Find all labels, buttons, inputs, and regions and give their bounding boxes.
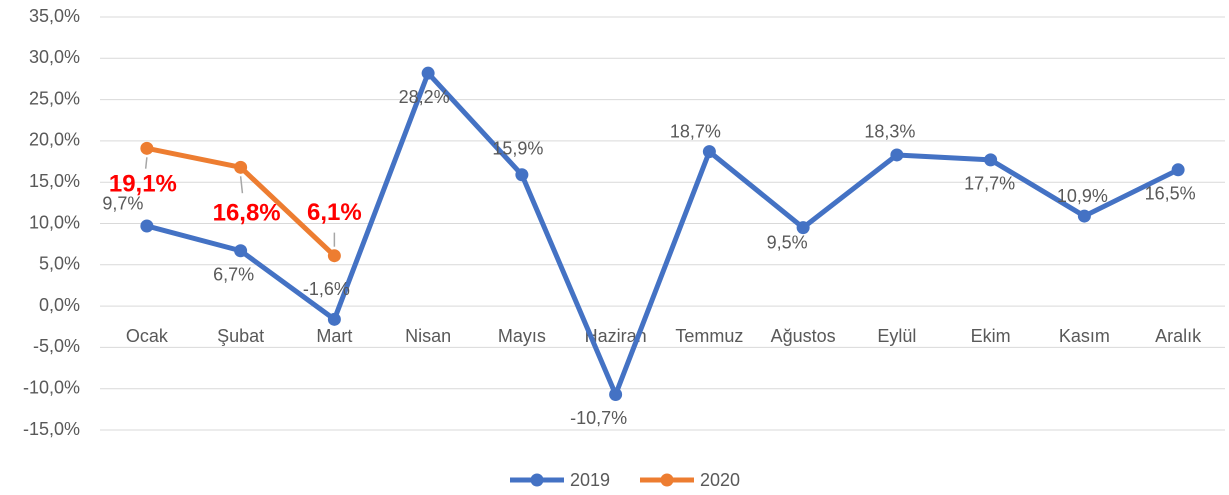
y-tick-label: 20,0% [29, 130, 80, 150]
y-tick-label: 30,0% [29, 47, 80, 67]
marker [796, 221, 810, 235]
x-tick-label: Şubat [217, 326, 264, 346]
y-tick-label: 15,0% [29, 171, 80, 191]
y-tick-label: -5,0% [33, 336, 80, 356]
x-tick-label: Ekim [971, 326, 1011, 346]
y-tick-label: 5,0% [39, 254, 80, 274]
data-label: -10,7% [570, 408, 627, 428]
x-tick-label: Haziran [585, 326, 647, 346]
legend-marker [660, 473, 674, 487]
data-label: 6,7% [213, 265, 254, 285]
data-label: 15,9% [492, 139, 543, 159]
x-tick-label: Ocak [126, 326, 169, 346]
marker [1171, 163, 1185, 177]
y-tick-label: -15,0% [23, 419, 80, 439]
data-label: 28,2% [399, 87, 450, 107]
data-label: 17,7% [964, 174, 1015, 194]
x-tick-label: Mart [316, 326, 352, 346]
x-tick-label: Kasım [1059, 326, 1110, 346]
x-tick-label: Eylül [877, 326, 916, 346]
marker [234, 244, 248, 258]
data-label: 9,7% [102, 194, 143, 214]
legend-label: 2020 [700, 470, 740, 490]
marker [140, 141, 154, 155]
marker [327, 249, 341, 263]
leader-line [239, 176, 244, 194]
y-tick-label: 25,0% [29, 88, 80, 108]
y-tick-label: 10,0% [29, 212, 80, 232]
series-line [146, 70, 1180, 397]
data-label: 16,8% [213, 200, 281, 227]
x-tick-label: Temmuz [675, 326, 743, 346]
marker [421, 66, 435, 80]
marker [234, 160, 248, 174]
x-tick-label: Mayıs [498, 326, 546, 346]
marker [327, 312, 341, 326]
marker [1077, 209, 1091, 223]
marker [984, 153, 998, 167]
x-tick-label: Aralık [1155, 326, 1202, 346]
y-tick-label: 35,0% [29, 6, 80, 26]
data-label: -1,6% [303, 279, 350, 299]
marker [140, 219, 154, 233]
data-label: 6,1% [307, 199, 362, 226]
x-tick-label: Nisan [405, 326, 451, 346]
data-label: 18,7% [670, 121, 721, 141]
x-tick-label: Ağustos [771, 326, 836, 346]
y-tick-label: -10,0% [23, 377, 80, 397]
data-label: 10,9% [1057, 186, 1108, 206]
data-label: 9,5% [767, 232, 808, 252]
data-label: 19,1% [109, 171, 177, 198]
legend-marker [530, 473, 544, 487]
marker [609, 387, 623, 401]
data-label: 18,3% [864, 122, 915, 142]
marker [890, 148, 904, 162]
y-tick-label: 0,0% [39, 295, 80, 315]
legend-label: 2019 [570, 470, 610, 490]
leader-line [144, 157, 148, 169]
marker [702, 145, 716, 159]
data-label: 16,5% [1145, 184, 1196, 204]
marker [515, 168, 529, 182]
